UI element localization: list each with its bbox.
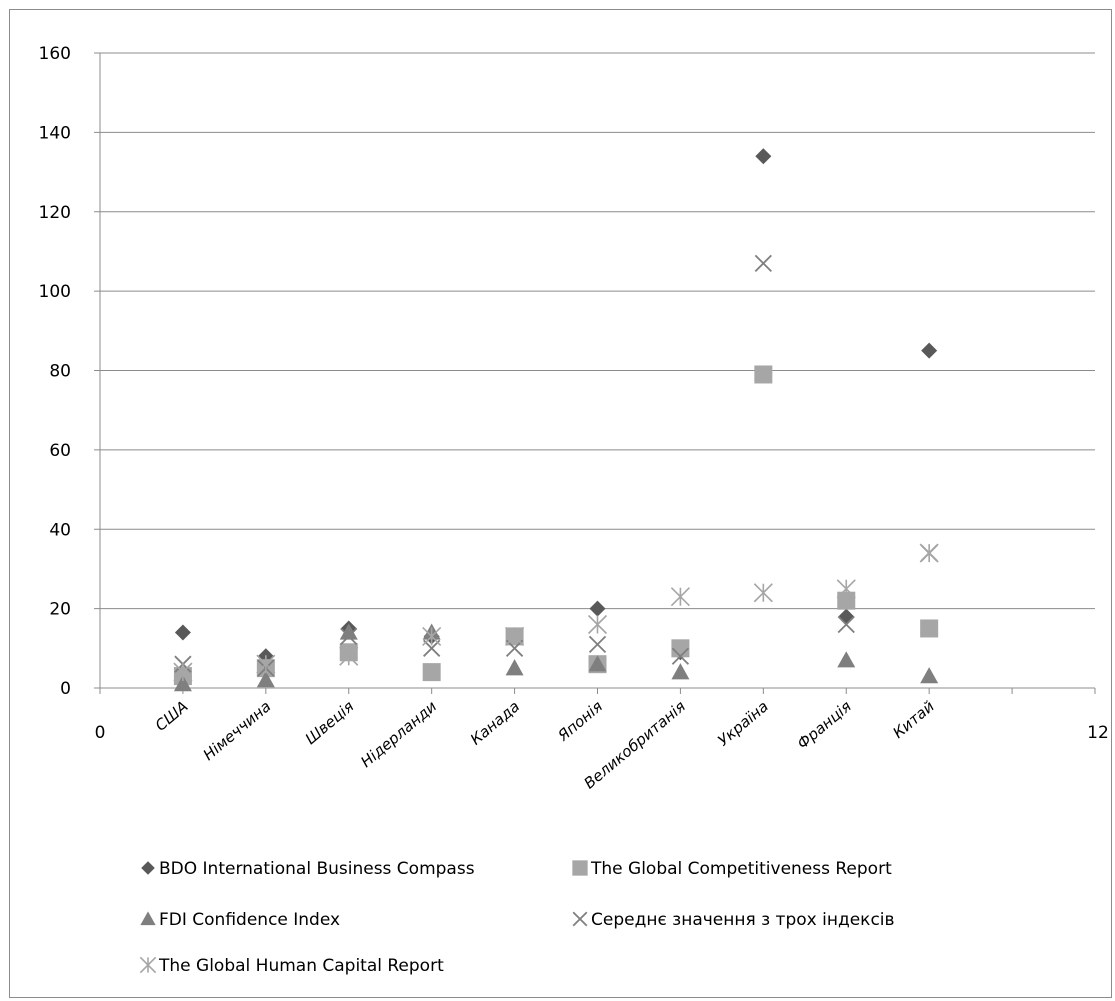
- data-point-square: [422, 663, 441, 682]
- data-point-triangle: [505, 659, 524, 676]
- category-label: Китай: [889, 697, 938, 742]
- axes: [94, 52, 1096, 694]
- data-point-square: [920, 619, 939, 638]
- data-point-asterisk: [173, 662, 193, 682]
- data-point-asterisk: [256, 654, 276, 674]
- y-tick-label: 20: [49, 600, 71, 620]
- category-label: Японія: [554, 697, 606, 745]
- category-label: Україна: [714, 697, 772, 749]
- y-tick-label: 140: [39, 123, 71, 143]
- y-tick-label: 160: [39, 44, 71, 64]
- data-point-asterisk: [505, 626, 525, 646]
- legend-label: The Global Competitiveness Report: [590, 859, 892, 879]
- data-point-x: [671, 647, 690, 665]
- x-tick-label: 12: [1087, 723, 1109, 743]
- data-points: [173, 148, 939, 692]
- y-tick-label: 80: [49, 362, 71, 382]
- data-point-triangle: [173, 675, 192, 692]
- category-label: Нідерланди: [357, 697, 440, 771]
- data-point-x: [340, 627, 358, 646]
- data-point-triangle: [339, 623, 358, 640]
- legend-marker-triangle: [140, 911, 156, 926]
- legend-label: The Global Human Capital Report: [158, 956, 444, 976]
- legend-label: FDI Confidence Index: [159, 910, 340, 930]
- y-tick-label: 60: [49, 441, 71, 461]
- y-tick-label: 100: [39, 282, 71, 302]
- category-label: Німеччина: [200, 697, 275, 764]
- data-point-x: [837, 615, 855, 634]
- category-label: Швеція: [302, 697, 358, 748]
- y-tick-labels: 0 20 40 60 80 100 120 140 160: [39, 44, 71, 699]
- y-tick-label: 40: [49, 520, 71, 540]
- data-point-square: [754, 365, 773, 384]
- x-tick-label: 0: [95, 723, 106, 743]
- x-tick-labels: 0 12: [95, 723, 1109, 743]
- category-label: Франція: [794, 697, 855, 752]
- data-point-asterisk: [587, 614, 608, 635]
- data-point-asterisk: [919, 543, 939, 563]
- data-point-diamond: [921, 342, 938, 359]
- category-label: Канада: [467, 697, 523, 748]
- data-point-x: [754, 254, 772, 272]
- data-point-asterisk: [753, 583, 773, 603]
- y-tick-label: 120: [39, 203, 71, 223]
- data-point-x: [588, 635, 607, 653]
- data-point-triangle: [671, 663, 690, 680]
- data-point-x: [505, 639, 524, 657]
- category-label: США: [152, 697, 192, 734]
- data-point-asterisk: [339, 646, 359, 666]
- data-point-asterisk: [836, 579, 856, 599]
- gridlines: [100, 52, 1095, 610]
- legend-label: Середнє значення з трох індексів: [591, 910, 895, 930]
- data-point-square: [671, 639, 690, 658]
- data-point-triangle: [588, 655, 607, 672]
- data-point-x: [423, 639, 441, 657]
- data-point-square: [837, 591, 856, 610]
- chart-frame: [9, 9, 1112, 998]
- y-tick-label: 0: [60, 679, 71, 699]
- legend-label: BDO International Business Compass: [159, 859, 475, 879]
- data-point-triangle: [920, 667, 939, 684]
- legend-marker-square: [572, 860, 588, 876]
- legend-marker-diamond: [141, 861, 155, 875]
- data-point-asterisk: [422, 626, 442, 646]
- data-point-asterisk: [670, 587, 690, 607]
- data-point-diamond: [174, 624, 191, 641]
- data-point-triangle: [256, 671, 275, 688]
- data-point-diamond: [755, 148, 772, 165]
- data-point-triangle: [837, 651, 856, 668]
- category-labels: США Німеччина Швеція Нідерланди Канада Японія…: [152, 697, 938, 792]
- data-point-diamond: [838, 608, 855, 625]
- data-point-diamond: [589, 600, 606, 617]
- legend: BDO International Business Compass The Gl…: [139, 859, 895, 976]
- legend-marker-asterisk: [139, 956, 157, 974]
- legend-marker-x: [572, 911, 588, 927]
